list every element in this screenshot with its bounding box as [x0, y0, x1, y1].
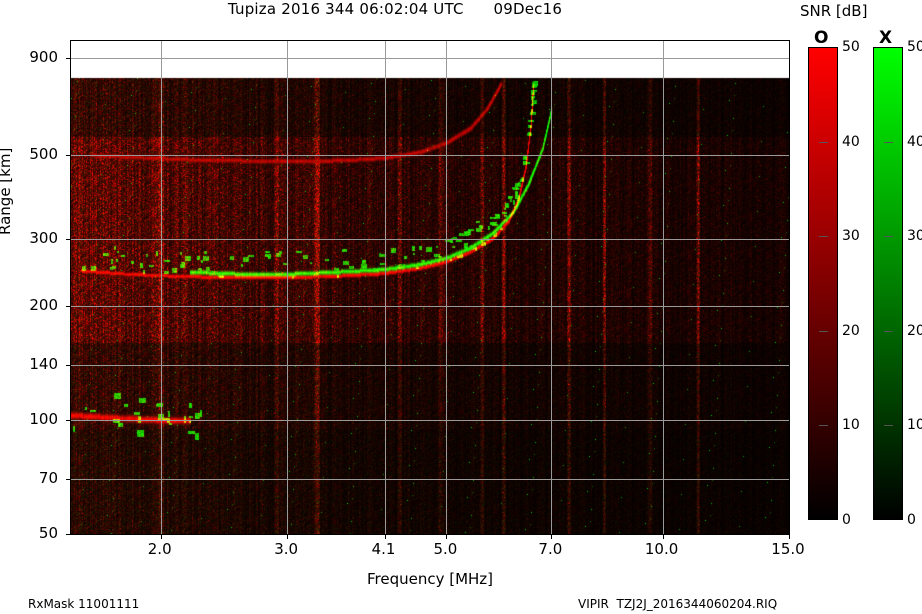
x-gridline: [384, 41, 386, 534]
colorbar-o-tick-5: 0: [842, 512, 851, 528]
colorbar-o-gradient: [808, 47, 838, 520]
x-gridline: [662, 41, 664, 534]
colorbar-o-tick-0: 50: [842, 39, 860, 55]
y-tick-label-4: 140: [29, 354, 58, 373]
y-gridline: [71, 239, 789, 241]
x-tick-mark: [160, 534, 162, 539]
x-tick-label-0: 2.0: [147, 540, 172, 558]
y-gridline: [71, 478, 789, 480]
y-tick-label-3: 200: [29, 295, 58, 314]
x-gridline: [446, 41, 448, 534]
ionogram-canvas: [71, 41, 789, 534]
x-tick-label-5: 10.0: [644, 540, 679, 558]
y-gridline: [71, 155, 789, 157]
colorbar-x-tick-5: 0: [907, 512, 916, 528]
y-tick-label-5: 100: [29, 409, 58, 428]
colorbar-o-header: O: [814, 28, 829, 48]
colorbar-x-tick-4: 10: [907, 417, 922, 434]
colorbar-title: SNR [dB]: [800, 2, 868, 20]
x-gridline: [287, 41, 289, 534]
colorbar-x-header: X: [879, 28, 893, 48]
y-tick-mark: [66, 58, 71, 60]
x-tick-mark: [287, 534, 289, 539]
colorbar-tick-dash: [884, 141, 893, 143]
x-gridline: [551, 41, 553, 534]
footer-rxmask: RxMask 11001111: [28, 597, 140, 611]
x-tick-mark: [384, 534, 386, 539]
y-tick-label-2: 300: [29, 229, 58, 248]
y-tick-mark: [66, 478, 71, 480]
y-tick-mark: [66, 155, 71, 157]
colorbar-tick-dash: [884, 425, 893, 427]
colorbar-x-tick-3: 20: [907, 322, 922, 339]
x-axis-label: Frequency [MHz]: [366, 570, 494, 588]
colorbar-o-tick-2: 30: [842, 228, 860, 245]
footer-filename: VIPIR TZJ2J_2016344060204.RIQ: [578, 597, 778, 611]
y-gridline: [71, 364, 789, 366]
colorbar-x-tick-2: 30: [907, 228, 922, 245]
x-tick-label-4: 7.0: [538, 540, 563, 558]
y-tick-mark: [66, 419, 71, 421]
y-tick-mark: [66, 239, 71, 241]
y-tick-mark: [66, 534, 71, 535]
colorbar-o-tick-3: 20: [842, 322, 860, 339]
x-tick-label-1: 3.0: [274, 540, 299, 558]
colorbar-o-tick-4: 10: [842, 417, 860, 434]
colorbar-x-tick-0: 50: [907, 39, 922, 55]
y-tick-mark: [66, 364, 71, 366]
ionogram-plot-area[interactable]: [66, 40, 790, 539]
y-tick-label-1: 500: [29, 145, 58, 164]
colorbar-tick-dash: [819, 141, 828, 143]
x-tick-label-3: 5.0: [433, 540, 458, 558]
x-gridline: [160, 41, 162, 534]
x-tick-label-6: 15.0: [771, 540, 805, 558]
x-tick-mark: [551, 534, 553, 539]
colorbar-x-tick-1: 40: [907, 133, 922, 150]
colorbar-tick-dash: [819, 236, 828, 238]
y-gridline: [71, 58, 789, 60]
y-gridline: [71, 419, 789, 421]
colorbar-x-gradient: [873, 47, 903, 520]
colorbar-tick-dash: [884, 236, 893, 238]
y-tick-label-0: 900: [29, 48, 58, 67]
colorbar-o-tick-1: 40: [842, 133, 860, 150]
y-tick-label-6: 70: [38, 468, 58, 487]
x-tick-label-2: 4.1: [371, 540, 396, 558]
colorbar-tick-dash: [819, 425, 828, 427]
x-tick-mark: [662, 534, 664, 539]
y-tick-mark: [66, 305, 71, 307]
y-tick-label-7: 50: [38, 524, 58, 542]
x-tick-mark: [789, 534, 790, 539]
y-gridline: [71, 305, 789, 307]
figure-title: Tupiza 2016 344 06:02:04 UTC 09Dec16: [227, 0, 563, 18]
colorbar-tick-dash: [884, 330, 893, 332]
x-tick-mark: [446, 534, 448, 539]
colorbar-tick-dash: [819, 330, 828, 332]
